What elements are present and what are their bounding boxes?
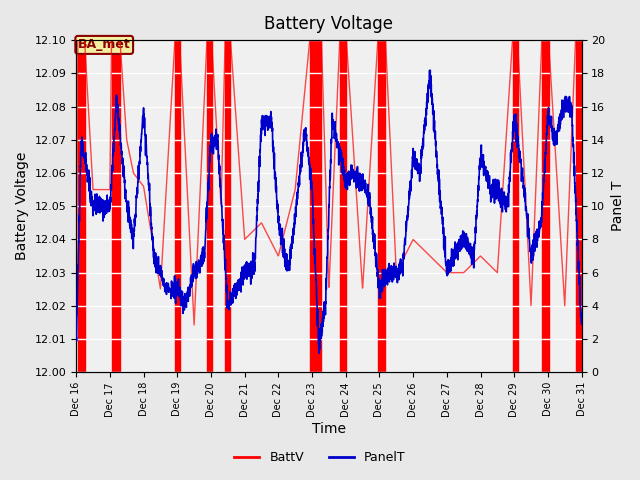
Bar [513, 40, 518, 372]
Bar [316, 40, 321, 372]
Legend: BattV, PanelT: BattV, PanelT [229, 446, 411, 469]
Y-axis label: Battery Voltage: Battery Voltage [15, 152, 29, 260]
X-axis label: Time: Time [312, 422, 346, 436]
Y-axis label: Panel T: Panel T [611, 181, 625, 231]
Bar [378, 40, 385, 372]
Text: BA_met: BA_met [78, 38, 131, 51]
Bar [310, 40, 315, 372]
Bar [225, 40, 230, 372]
Title: Battery Voltage: Battery Voltage [264, 15, 394, 33]
Bar [78, 40, 84, 372]
Bar [111, 40, 120, 372]
Bar [340, 40, 346, 372]
Bar [575, 40, 582, 372]
Bar [175, 40, 180, 372]
Bar [207, 40, 212, 372]
Bar [542, 40, 548, 372]
